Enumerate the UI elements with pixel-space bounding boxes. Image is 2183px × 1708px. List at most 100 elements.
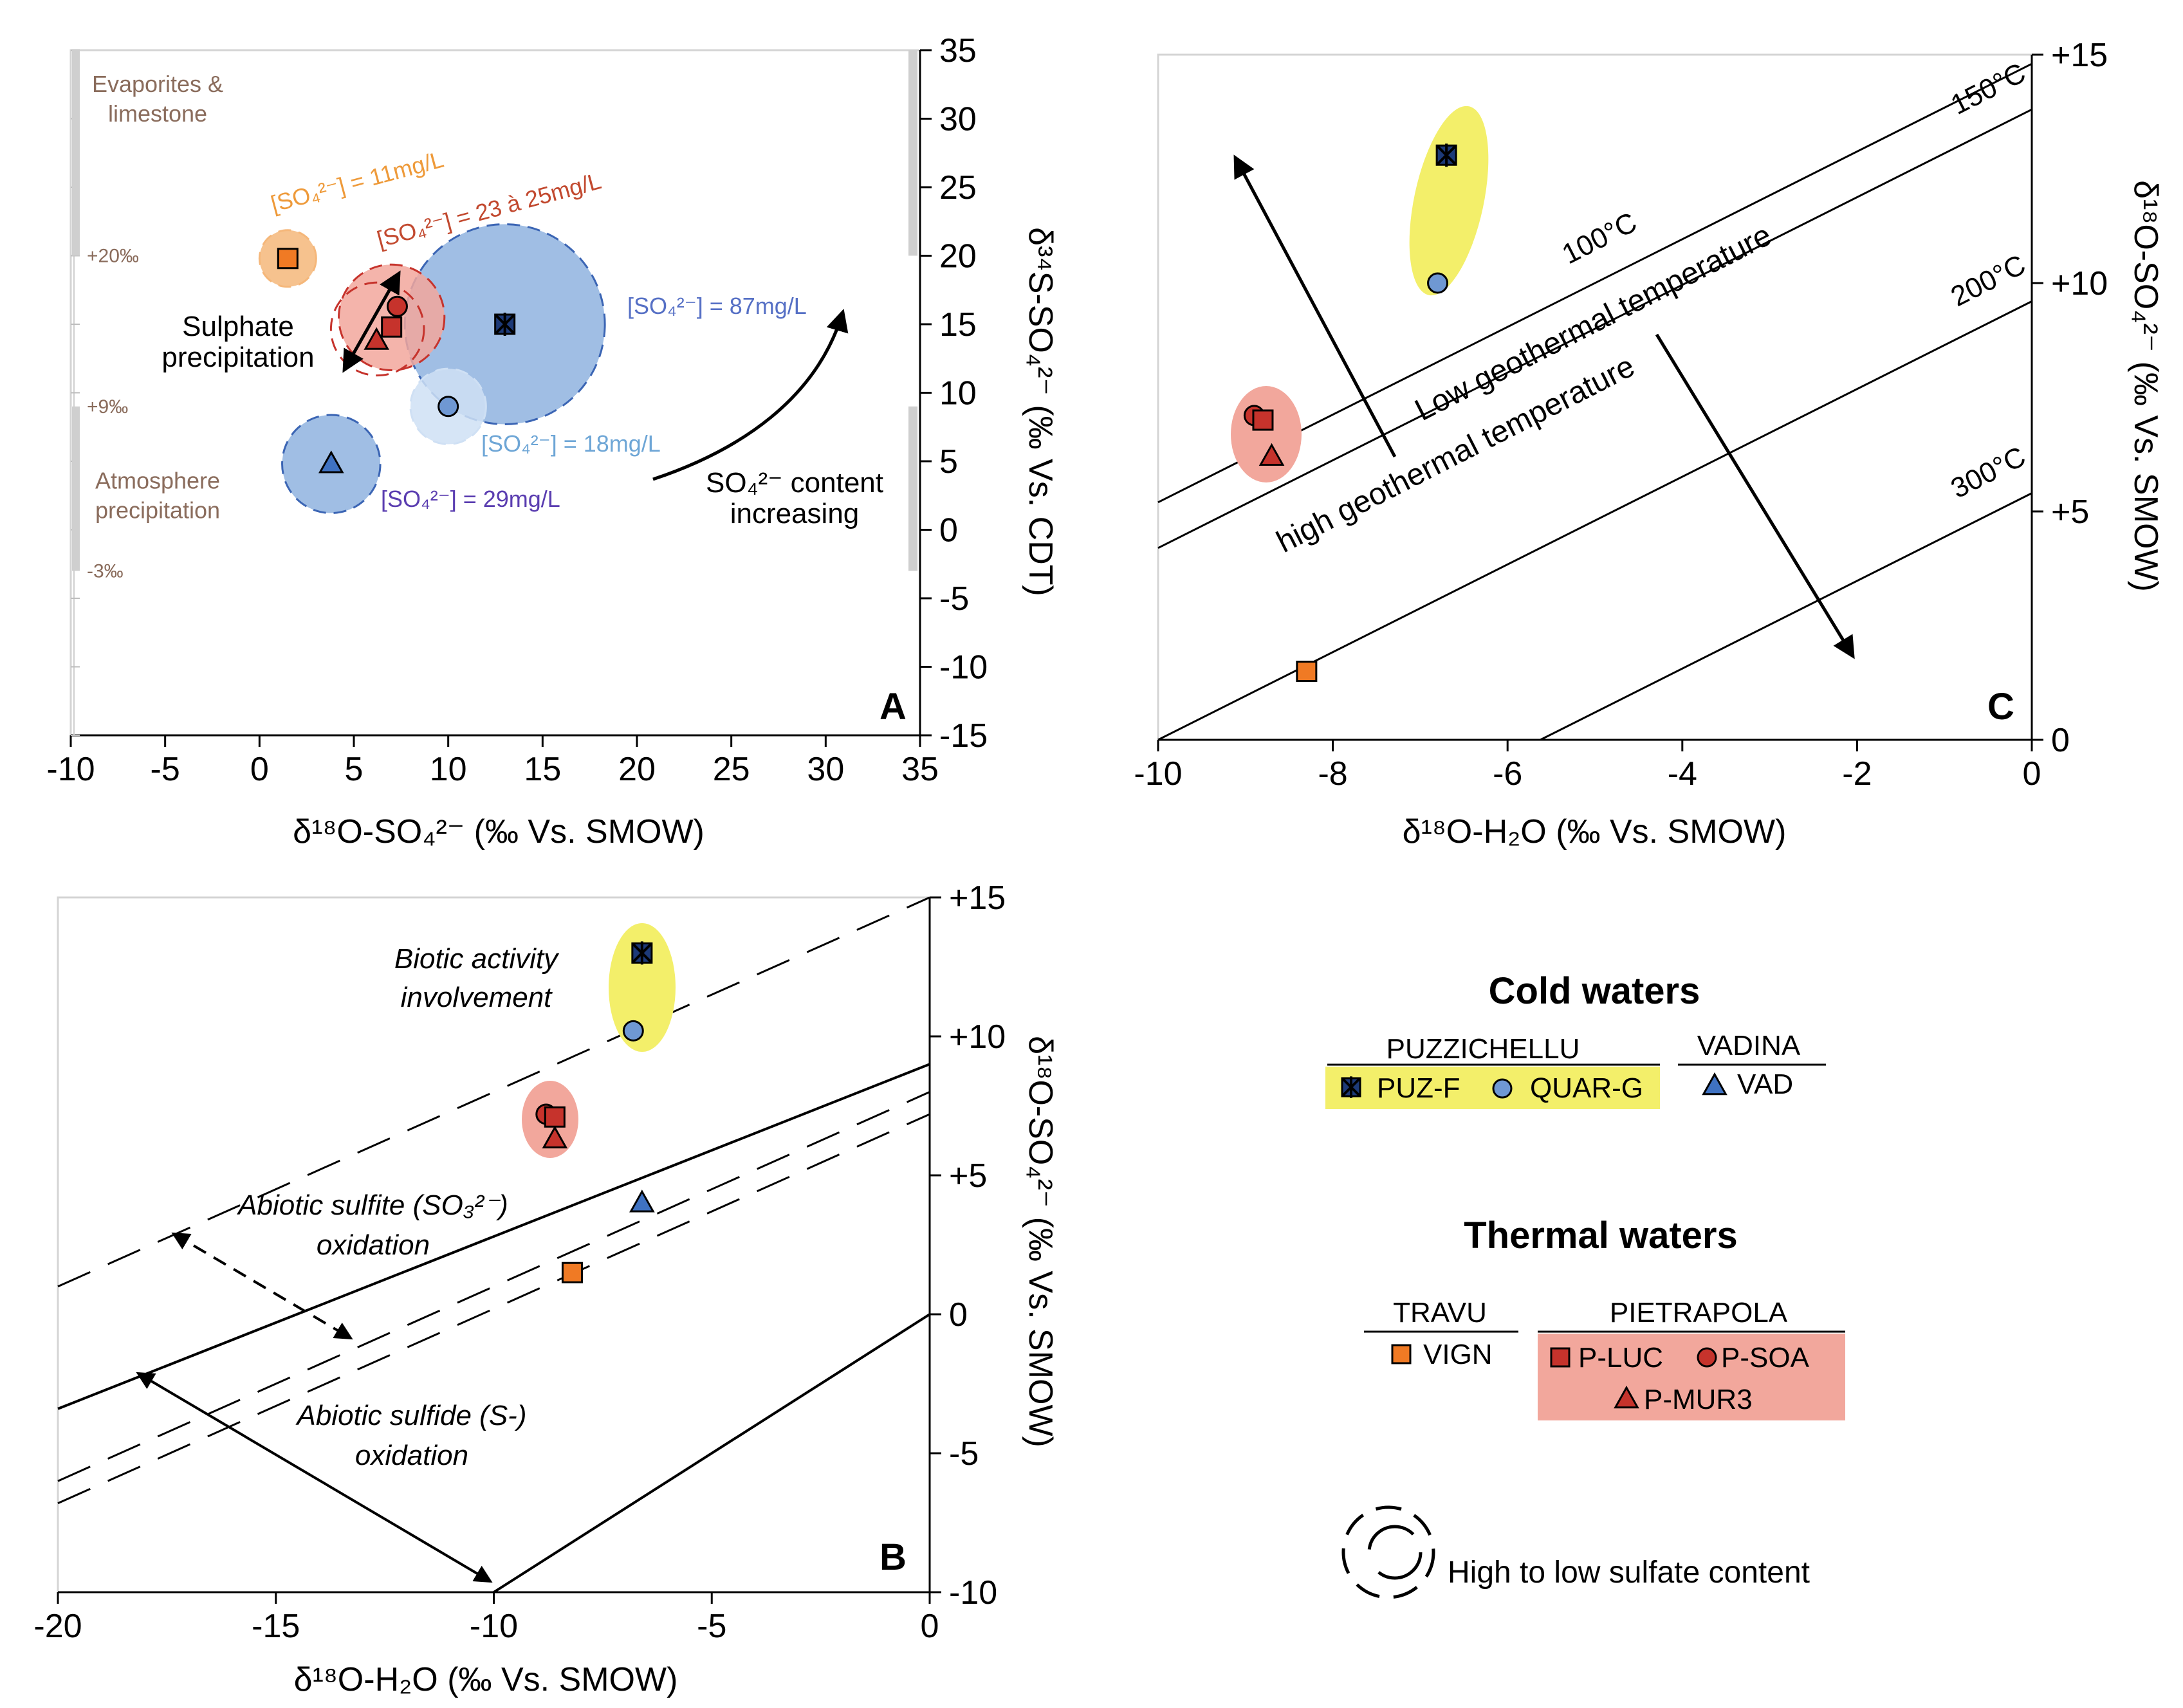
legend-p-mur3: P-MUR3 [1644,1384,1753,1415]
sulfide-label-line1: Abiotic sulfide (S-) [295,1400,526,1431]
panel-b-ylabel: δ¹⁸O-SO₄²⁻ (‰ Vs. SMOW) [1022,1036,1059,1447]
point-b-puz-f-cross [631,941,653,965]
legend-pietrapola: PIETRAPOLA [1610,1297,1788,1328]
panel-b-frame: -20 -15 -10 -5 0 +15 +10 +5 0 -5 -10 [33,879,1006,1645]
biotic-label-line2: involvement [401,982,553,1013]
sulphate-precipitation-line1: Sulphate [182,311,294,342]
range-bar-right [908,406,917,571]
panel-b-y-tick-label: 0 [949,1296,968,1334]
panel-a-frame: -10 -5 0 5 10 15 20 25 30 35 35 30 25 20 15 10 5 0 -5 -10 -1… [46,32,988,788]
panel-a-x-tick-label: 30 [807,751,844,788]
puzzichellu-fill-b [609,923,676,1052]
legend-sulfate-note: High to low sulfate content [1448,1556,1810,1590]
so4-increasing-line1: SO₄²⁻ content [706,467,883,499]
point-b-p-luc [544,1106,566,1128]
legend-p-luc-marker [1550,1347,1570,1368]
panel-c-y-tick-label: +5 [2051,493,2089,531]
sulfite-label-line1: Abiotic sulfite (SO₃²⁻) [236,1189,508,1221]
legend-vadina: VADINA [1697,1030,1801,1061]
panel-a-y-tick-label: 20 [939,238,977,275]
panel-a-y-tick-label: -5 [939,580,969,618]
point-quar-g [438,396,459,418]
pietrapola-fill [1231,386,1302,482]
panel-c-label: C [1987,686,2014,728]
range-bar-left [72,406,80,571]
legend-p-luc: P-LUC [1578,1342,1663,1373]
range-bar-right [908,50,917,256]
range-tick-label: -3‰ [87,560,124,582]
panel-c-x-tick-label: -10 [1134,755,1182,793]
legend-p-mur3-symbol [1614,1385,1639,1409]
range-label: precipitation [95,497,220,524]
panel-b-lines [57,896,931,1593]
panel-b-y-tick-label: -5 [949,1435,979,1473]
range-label: Evaporites & [92,71,223,97]
legend-thermal-title: Thermal waters [1464,1215,1738,1256]
panel-b-y-tick-label: +10 [949,1018,1006,1056]
panel-a-x-tick-label: -5 [151,751,180,788]
panel-a-x-tick-label: 20 [618,751,656,788]
point-vign [277,248,299,270]
panel-b-y-tick-label: +15 [949,879,1006,917]
panel-c-x-tick-label: -6 [1493,755,1522,793]
conc-label-vad: [SO₄²⁻] = 29mg/L [381,486,560,512]
legend-puz-f: PUZ-F [1377,1072,1460,1104]
isotherm-label: 100°C [1557,207,1642,270]
panel-b-x-tick-label: -15 [252,1608,300,1645]
legend-vign: VIGN [1423,1339,1493,1370]
panel-c-x-tick-label: -2 [1842,755,1872,793]
point-b-vign [561,1262,583,1283]
panel-c-x-tick-label: -4 [1668,755,1697,793]
sulfite-label-line2: oxidation [317,1229,430,1261]
panel-a-y-tick-label: 35 [939,32,977,69]
panel-c-frame: -10 -8 -6 -4 -2 0 +15 +10 +5 0 [1134,37,2108,793]
panel-c-x-tick-label: -8 [1318,755,1347,793]
point-b-vad [629,1189,655,1213]
panel-a-y-tick-label: 5 [939,443,958,481]
panel-a-x-tick-label: 0 [250,751,269,788]
sulfide-range-arrow [136,1372,493,1583]
point-puz-f-cross [494,313,516,336]
point-p-soa [386,295,408,317]
range-label: limestone [108,100,207,127]
panel-c-x-tick-label: 0 [2023,755,2041,793]
panel-a-y-tick-label: 0 [939,512,958,549]
bubble-pietrapola-inner [329,281,425,377]
conc-label-vign: [SO₄²⁻] = 11mg/L [268,146,446,217]
isotherm-label: 200°C [1946,249,2031,313]
panel-a-x-tick-label: 15 [524,751,561,788]
sulphate-precipitation-line2: precipitation [161,342,314,373]
line-sulfide-lower-bound [493,1313,931,1593]
isotherm-line [1157,108,2032,549]
panel-a-y-tick-label: -15 [939,717,988,755]
legend-p-soa: P-SOA [1721,1342,1810,1373]
so4-increasing-arrow [652,308,849,481]
legend-vad: VAD [1737,1069,1793,1100]
legend-vign-marker [1391,1344,1412,1364]
point-b-quar-g [622,1020,644,1042]
panel-a-y-tick-label: 25 [939,169,977,207]
legend-puz-f-symbol-cross [1341,1076,1361,1098]
panel-b-y-tick-label: +5 [949,1157,987,1195]
panel-a-xlabel: δ¹⁸O-SO₄²⁻ (‰ Vs. SMOW) [293,813,705,850]
panel-c-y-tick-label: 0 [2051,722,2070,759]
panel-b-points [535,941,655,1283]
point-c-puz-f-cross [1435,143,1457,167]
line-sulfide-upper-bound [57,1063,930,1410]
temperature-arrow-up [1233,154,1397,458]
panel-b-x-tick-label: 0 [921,1608,939,1645]
legend-p-soa-symbol [1697,1347,1717,1368]
panel-c-ylabel: δ¹⁸O-SO₄²⁻ (‰ Vs. SMOW) [2127,180,2164,592]
panel-a-ylabel: δ³⁴S-SO₄²⁻ (‰ Vs. CDT) [1022,227,1059,596]
panel-a-y-tick-label: 15 [939,306,977,344]
legend-pietrapola-fill [1538,1334,1845,1420]
legend: Cold waters PUZZICHELLU VADINA PUZ-F QUA… [1325,970,1845,1599]
panel-c-y-tick-label: +10 [2051,265,2108,302]
panel-b: -20 -15 -10 -5 0 +15 +10 +5 0 -5 -10 Biotic activi… [33,879,1059,1698]
isotherm-line [1540,492,2032,741]
legend-vign-symbol [1391,1344,1412,1364]
panel-b-y-tick-label: -10 [949,1574,997,1612]
point-c-vign [1296,661,1318,682]
biotic-label-line1: Biotic activity [394,943,560,975]
